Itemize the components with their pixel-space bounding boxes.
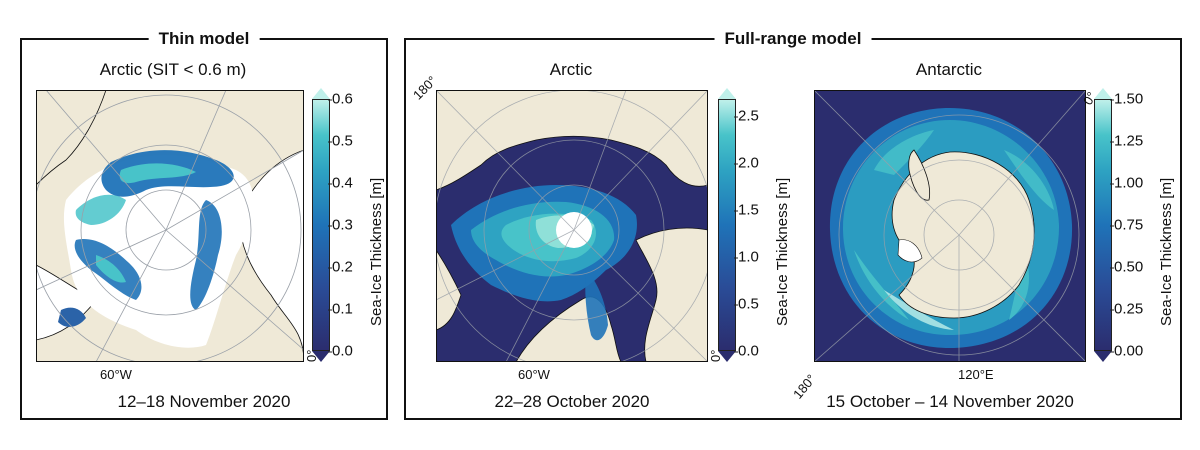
colorbar-full-antarctic-label: Sea-Ice Thickness [m]: [1158, 177, 1175, 326]
colorbar-full-arctic: 0.0 0.5 1.0 1.5 2.0 2.5 Sea-Ice Thicknes…: [718, 88, 798, 363]
cb-thin-tick-4: 0.4: [328, 174, 353, 192]
colorbar-thin: 0.0 0.1 0.2 0.3 0.4 0.5 0.6 Sea-Ice Thic…: [312, 88, 392, 363]
colorbar-full-arctic-gradient: [718, 99, 736, 351]
date-full-arctic: 22–28 October 2020: [494, 392, 650, 411]
thin-model-panel: Thin model: [20, 28, 388, 420]
full-range-model-title: Full-range model: [714, 28, 872, 50]
map-full-arctic: [436, 90, 708, 362]
date-thin-arctic: 12–18 November 2020: [117, 392, 291, 411]
thin-model-title: Thin model: [148, 28, 260, 50]
cb-full-antarctic-tick-0: 0.00: [1109, 342, 1144, 360]
map-title-full-arctic: Arctic: [549, 60, 593, 79]
map-full-antarctic: [814, 90, 1086, 362]
cb-full-antarctic-tick-3: 0.75: [1109, 216, 1144, 234]
map-title-thin-arctic: Arctic (SIT < 0.6 m): [99, 60, 247, 79]
cb-full-arctic-tick-5: 2.5: [734, 107, 759, 125]
cb-thin-tick-6: 0.6: [328, 90, 353, 108]
map-thin-arctic: [36, 90, 304, 362]
colorbar-thin-label: Sea-Ice Thickness [m]: [368, 177, 385, 326]
lon-label-thin-60w: 60°W: [100, 367, 132, 382]
cb-full-antarctic-tick-6: 1.50: [1109, 90, 1144, 108]
cb-full-antarctic-tick-4: 1.00: [1109, 174, 1144, 192]
lon-label-full-antarctic-120e: 120°E: [958, 367, 994, 382]
cb-full-arctic-tick-0: 0.0: [734, 342, 759, 360]
cb-full-antarctic-tick-1: 0.25: [1109, 300, 1144, 318]
cb-full-antarctic-tick-2: 0.50: [1109, 258, 1144, 276]
date-full-antarctic: 15 October – 14 November 2020: [826, 392, 1074, 411]
cb-thin-tick-5: 0.5: [328, 132, 353, 150]
cb-full-antarctic-tick-5: 1.25: [1109, 132, 1144, 150]
cb-thin-tick-1: 0.1: [328, 300, 353, 318]
colorbar-full-arctic-label: Sea-Ice Thickness [m]: [774, 177, 791, 326]
cb-thin-tick-2: 0.2: [328, 258, 353, 276]
full-range-model-panel: Full-range model: [404, 28, 1182, 420]
cb-full-arctic-tick-2: 1.0: [734, 248, 759, 266]
cb-full-arctic-tick-4: 2.0: [734, 154, 759, 172]
cb-full-arctic-tick-1: 0.5: [734, 295, 759, 313]
map-title-full-antarctic: Antarctic: [915, 60, 983, 79]
cb-thin-tick-3: 0.3: [328, 216, 353, 234]
lon-label-full-arctic-60w: 60°W: [518, 367, 550, 382]
cb-thin-tick-0: 0.0: [328, 342, 353, 360]
cb-full-arctic-tick-3: 1.5: [734, 201, 759, 219]
colorbar-full-antarctic: 0.00 0.25 0.50 0.75 1.00 1.25 1.50 Sea-I…: [1094, 88, 1182, 363]
